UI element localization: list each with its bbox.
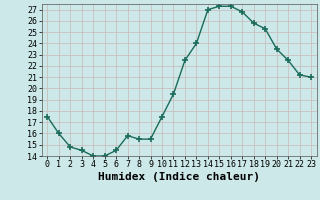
X-axis label: Humidex (Indice chaleur): Humidex (Indice chaleur)	[98, 172, 260, 182]
